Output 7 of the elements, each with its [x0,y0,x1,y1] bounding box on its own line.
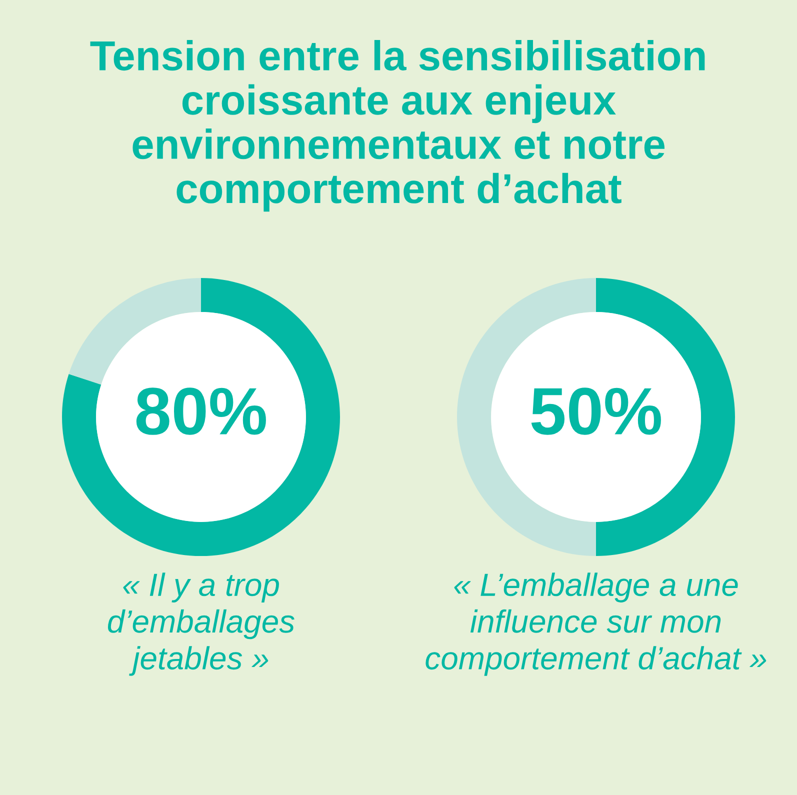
data-label: 50% [531,388,661,435]
donut-slice [62,278,340,556]
text: « Il y a trop d’emballages jetables » [108,572,294,676]
donut-slice [68,278,201,385]
text: « L’emballage a une influence sur mon comportement d’achat » [426,572,766,676]
chart-title: Tension entre la sensibilisation croissante aux enjeux environnementaux et notre comportement d’achat [90,40,705,212]
data-label: 80% [136,388,266,435]
